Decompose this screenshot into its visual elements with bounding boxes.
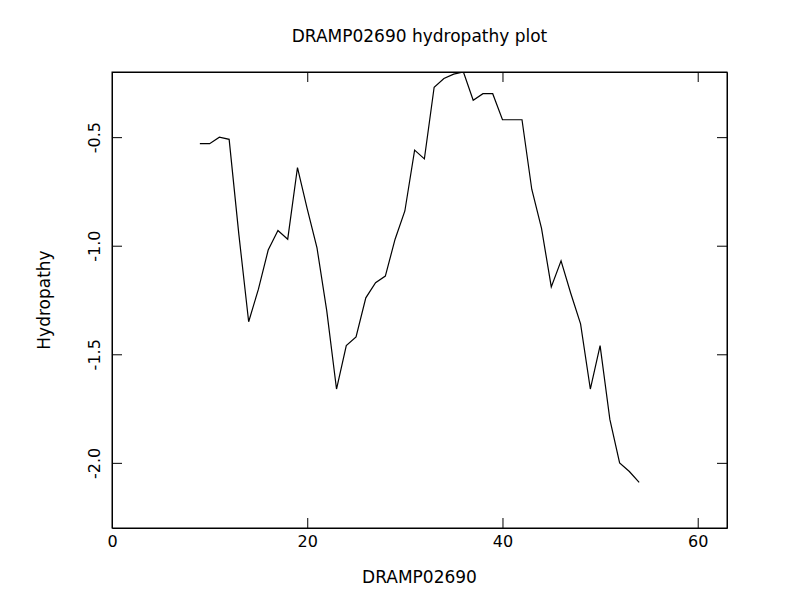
tick-mark xyxy=(717,354,727,355)
tick: 40 xyxy=(493,518,513,551)
title: DRAMP02690 hydropathy plot xyxy=(292,26,548,46)
tick-mark xyxy=(698,518,699,528)
hydropathy-line xyxy=(200,72,639,482)
tick-mark xyxy=(717,246,727,247)
tick: -1.0 xyxy=(85,231,122,262)
x-axis: 0 20 40 60 xyxy=(107,518,727,551)
chart: 0 20 40 60 -2.0 -1.5 -1.0 -0.5 DRAMP02690 hydrop… xyxy=(0,0,800,600)
tick xyxy=(698,72,699,82)
tick: 60 xyxy=(688,518,708,551)
tick xyxy=(717,246,727,247)
tick: -2.0 xyxy=(85,448,122,479)
tick-mark xyxy=(112,463,122,464)
tick: -1.5 xyxy=(85,339,122,370)
tick-mark xyxy=(112,354,122,355)
tick: 20 xyxy=(298,518,318,551)
tick-mark xyxy=(307,72,308,82)
tick-mark xyxy=(502,72,503,82)
tick-label: 0 xyxy=(107,532,117,551)
y-axis-title: Hydropathy xyxy=(34,250,54,349)
x-axis-top xyxy=(113,72,728,82)
tick xyxy=(717,354,727,355)
tick-mark xyxy=(112,246,122,247)
tick-label: -0.5 xyxy=(85,122,104,153)
tick-label: -1.0 xyxy=(85,231,104,262)
tick-mark xyxy=(112,137,122,138)
tick xyxy=(717,463,727,464)
tick-label: 40 xyxy=(493,532,513,551)
y-axis: -2.0 -1.5 -1.0 -0.5 xyxy=(85,73,122,529)
tick xyxy=(502,72,503,82)
tick-label: -2.0 xyxy=(85,448,104,479)
tick-mark xyxy=(698,72,699,82)
tick-label: 60 xyxy=(688,532,708,551)
plot-frame xyxy=(112,72,727,528)
y-axis-right xyxy=(717,73,728,529)
tick-mark xyxy=(307,518,308,528)
plot: 0 20 40 60 -2.0 -1.5 -1.0 -0.5 xyxy=(85,72,728,551)
tick: -0.5 xyxy=(85,122,122,153)
tick-label: 20 xyxy=(298,532,318,551)
tick-mark xyxy=(502,518,503,528)
tick-label: -1.5 xyxy=(85,339,104,370)
x-axis-title: DRAMP02690 xyxy=(362,567,477,587)
tick xyxy=(717,137,727,138)
series-group xyxy=(200,72,639,482)
tick-mark xyxy=(717,137,727,138)
tick xyxy=(307,72,308,82)
tick-mark xyxy=(717,463,727,464)
